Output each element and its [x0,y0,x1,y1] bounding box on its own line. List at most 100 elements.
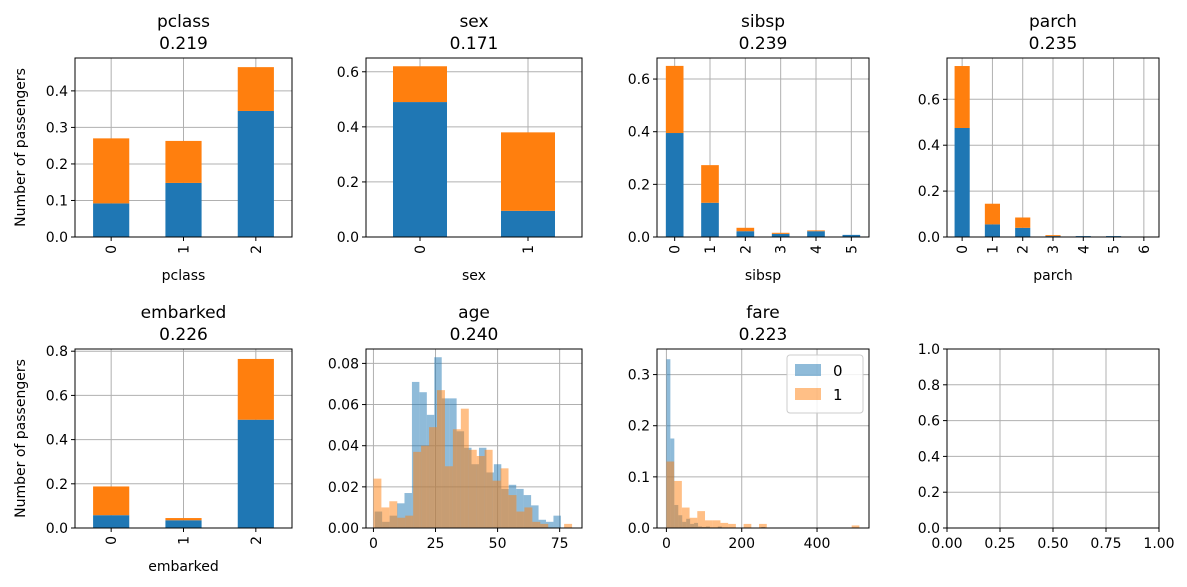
y-tick-label: 0.4 [918,138,940,154]
bar-class0-2 [736,231,755,237]
hist-bin-class1 [689,517,698,528]
x-tick-label: 3 [1046,245,1062,254]
gridlines [946,348,1160,529]
y-tick-label: 0.6 [46,388,68,404]
x-tick-label: 1.00 [1143,536,1174,552]
x-axis-label: embarked [148,559,219,575]
hist-bin-class1 [389,501,398,528]
x-tick-label: 1 [177,536,193,545]
bar-class0-5 [842,234,861,237]
x-tick-label: 4 [809,245,825,254]
subplot-title: pclass [157,12,210,32]
y-tick-label: 0.2 [46,157,68,173]
hist-bin-class1 [484,449,493,528]
legend-box [786,354,864,414]
bar-class0-1 [501,210,555,237]
y-tick-label: 0.0 [46,521,68,537]
x-tick-label: 5 [844,245,860,254]
histogram-bars [666,359,860,528]
bar-class0-1 [701,202,719,237]
x-tick-label: 1 [521,245,537,254]
y-tick-label: 0.3 [628,368,650,384]
y-axis: 0.0 0.2 0.4 0.6 0.8 1.0 [918,342,947,537]
x-axis-label: sibsp [745,268,781,284]
hist-bin-class1 [413,451,422,528]
hist-bin-class1 [540,523,549,528]
x-axis-label: sex [462,268,486,284]
legend: 01 [786,354,864,414]
y-tick-label: 0.1 [46,193,68,209]
histogram-bars [373,357,573,528]
x-axis: 0 200 400 [662,528,830,552]
x-tick-label: 400 [804,536,831,552]
y-axis: 0.0 0.1 0.2 0.3 0.4 [46,84,75,246]
bar-class1-0 [954,66,970,128]
x-axis: 0 25 50 75 [369,528,569,552]
hist-bin-class1 [476,455,485,528]
subplot-subtitle: 0.171 [450,34,499,54]
x-tick-label: 0.00 [931,536,962,552]
hist-bin-class0 [516,488,524,528]
y-tick-label: 0.6 [918,92,940,108]
hist-bin-class1 [468,449,477,528]
hist-bin-class1 [452,429,461,528]
hist-bin-class1 [429,427,438,528]
y-tick-label: 0.2 [46,477,68,493]
y-tick-label: 0.0 [628,521,650,537]
x-tick-label: 4 [1076,245,1092,254]
hist-bin-class1 [381,507,390,528]
y-axis: 0.0 0.2 0.4 0.6 [628,72,657,246]
x-tick-label: 1 [177,245,193,254]
bar-class0-0 [665,133,684,237]
legend-label-0: 0 [833,362,843,380]
axes-frame [365,348,583,529]
hist-bin-class0 [546,521,554,528]
bar-class0-2 [237,419,274,528]
x-tick-label: 1 [985,245,1001,254]
x-tick-label: 0 [668,245,684,254]
bar-class0-0 [93,515,130,528]
hist-bin-class1 [437,390,445,528]
bar-class1-3 [771,232,790,234]
x-tick-label: 0.25 [984,536,1015,552]
bar-class1-2 [237,67,274,111]
bar-class1-1 [165,140,202,183]
x-tick-label: 2 [1016,245,1032,254]
legend-swatch-1 [795,388,821,400]
x-tick-label: 2 [738,245,754,254]
subplot-title: fare [746,303,779,323]
y-tick-label: 0.2 [918,485,940,501]
y-axis-label: Number of passengers [13,359,29,518]
bar-class1-0 [93,138,130,204]
hist-bin-class1 [705,520,713,528]
y-tick-label: 0.0 [337,230,359,246]
hist-bin-class0 [441,398,450,528]
x-axis-label: parch [1033,268,1072,284]
hist-bin-class0 [553,515,561,528]
bars [954,66,1152,237]
x-tick-label: 75 [551,536,569,552]
y-tick-label: 0.4 [337,120,359,136]
x-axis: 0.00 0.25 0.50 0.75 1.00 [931,528,1175,552]
legend-label-1: 1 [833,386,843,404]
bar-class0-3 [771,233,790,237]
subplot-title: sex [459,12,488,32]
x-tick-label: 0.75 [1090,536,1121,552]
y-tick-label: 0.2 [628,177,650,193]
bar-class0-2 [1015,227,1031,237]
bar-class0-0 [954,127,970,237]
bar-class1-3 [1045,235,1061,237]
y-axis-label: Number of passengers [13,68,29,227]
x-tick-label: 2 [249,536,265,545]
bar-class1-0 [393,66,447,103]
legend-swatch-0 [795,364,821,376]
y-tick-label: 0.8 [46,344,68,360]
x-tick-label: 5 [1107,245,1123,254]
x-tick-label: 0 [662,536,671,552]
